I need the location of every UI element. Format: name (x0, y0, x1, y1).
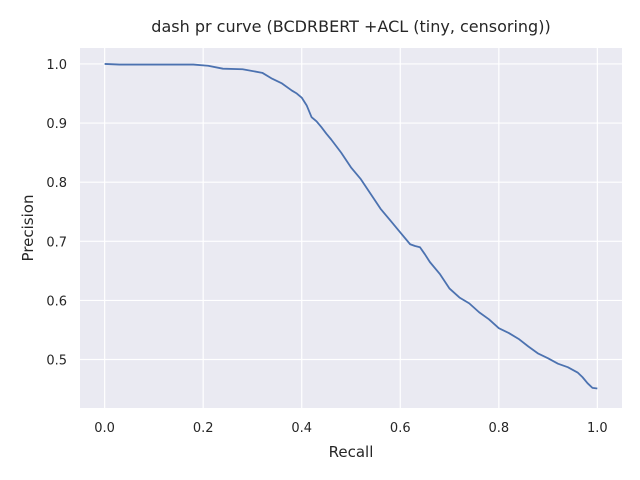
y-tick-labels: 0.5 0.6 0.7 0.8 0.9 1.0 (46, 58, 67, 369)
x-tick-label: 0.2 (193, 421, 214, 436)
x-tick-labels: 0.0 0.2 0.4 0.6 0.8 1.0 (94, 421, 607, 436)
y-tick-label: 0.5 (46, 354, 67, 369)
y-tick-label: 0.9 (46, 117, 67, 132)
x-axis-label: Recall (329, 443, 374, 461)
x-tick-label: 1.0 (587, 421, 608, 436)
y-axis-label: Precision (19, 195, 37, 262)
pr-curve-line (104, 63, 598, 390)
chart-title: dash pr curve (BCDRBERT +ACL (tiny, cens… (151, 17, 550, 36)
x-tick-label: 0.8 (488, 421, 509, 436)
y-tick-label: 0.6 (46, 294, 67, 309)
x-tick-label: 0.4 (291, 421, 312, 436)
y-tick-label: 1.0 (46, 58, 67, 73)
y-tick-label: 0.7 (46, 235, 67, 250)
x-tick-label: 0.6 (390, 421, 411, 436)
x-tick-label: 0.0 (94, 421, 115, 436)
gridlines (80, 48, 622, 408)
y-tick-label: 0.8 (46, 176, 67, 191)
